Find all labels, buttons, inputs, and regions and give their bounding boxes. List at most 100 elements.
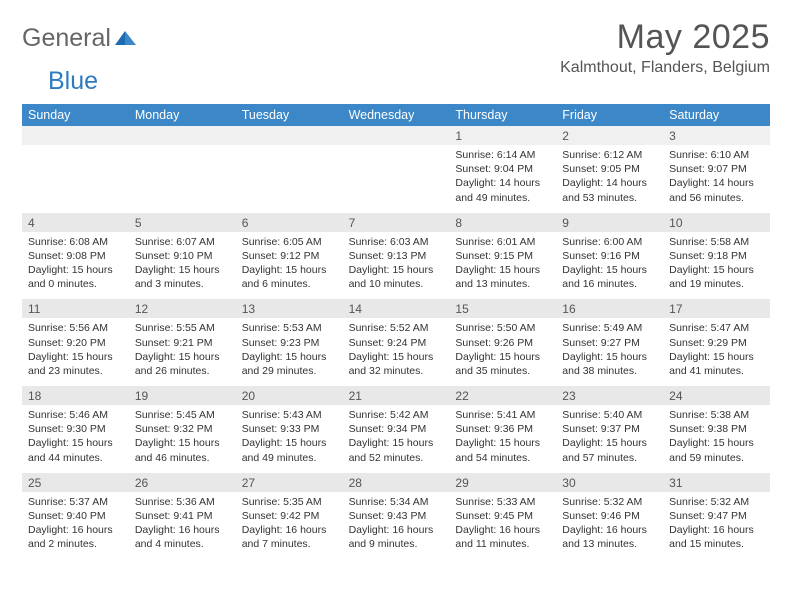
weekday-header: Monday [129,104,236,126]
week-detail-row: Sunrise: 5:37 AMSunset: 9:40 PM Daylight:… [22,492,770,560]
sunset-text: Sunset: 9:10 PM [135,249,230,263]
calendar-grid: Sunday Monday Tuesday Wednesday Thursday… [22,104,770,559]
sunrise-text: Sunrise: 5:37 AM [28,495,123,509]
day-detail: Sunrise: 5:46 AMSunset: 9:30 PMDaylight:… [22,405,129,473]
daylight-text: Daylight: 16 hours and 13 minutes. [562,523,657,551]
daylight-text: Daylight: 15 hours and 3 minutes. [135,263,230,291]
sunrise-text: Sunrise: 6:10 AM [669,148,764,162]
sunset-text: Sunset: 9:16 PM [562,249,657,263]
daylight-text: Daylight: 14 hours and 53 minutes. [562,176,657,204]
sunrise-text: Sunrise: 5:50 AM [455,321,550,335]
sunrise-text: Sunrise: 5:36 AM [135,495,230,509]
sunset-text: Sunset: 9:38 PM [669,422,764,436]
day-number: 22 [449,386,556,405]
sunrise-text: Sunrise: 5:40 AM [562,408,657,422]
day-number: 8 [449,213,556,232]
sunset-text: Sunset: 9:12 PM [242,249,337,263]
week-detail-row: Sunrise: 6:14 AMSunset: 9:04 PMDaylight:… [22,145,770,213]
day-detail: Sunrise: 6:14 AMSunset: 9:04 PMDaylight:… [449,145,556,213]
day-detail: Sunrise: 5:32 AMSunset: 9:47 PMDaylight:… [663,492,770,560]
day-number: 2 [556,126,663,145]
sunset-text: Sunset: 9:40 PM [28,509,123,523]
brand-mark-icon [115,24,137,53]
day-detail: Sunrise: 5:40 AMSunset: 9:37 PMDaylight:… [556,405,663,473]
daylight-text: Daylight: 14 hours and 56 minutes. [669,176,764,204]
sunrise-text: Sunrise: 5:41 AM [455,408,550,422]
daylight-text: Daylight: 16 hours and 11 minutes. [455,523,550,551]
day-detail [129,145,236,213]
day-detail: Sunrise: 6:10 AMSunset: 9:07 PMDaylight:… [663,145,770,213]
day-detail: Sunrise: 5:36 AMSunset: 9:41 PMDaylight:… [129,492,236,560]
day-number: 13 [236,299,343,318]
week-daynum-row: 25262728293031 [22,473,770,492]
day-number [236,126,343,145]
sunset-text: Sunset: 9:04 PM [455,162,550,176]
sunset-text: Sunset: 9:15 PM [455,249,550,263]
daylight-text: Daylight: 15 hours and 29 minutes. [242,350,337,378]
sunset-text: Sunset: 9:08 PM [28,249,123,263]
daylight-text: Daylight: 16 hours and 15 minutes. [669,523,764,551]
week-daynum-row: 18192021222324 [22,386,770,405]
day-number: 4 [22,213,129,232]
sunrise-text: Sunrise: 5:55 AM [135,321,230,335]
day-detail: Sunrise: 6:03 AMSunset: 9:13 PMDaylight:… [343,232,450,300]
week-daynum-row: 45678910 [22,213,770,232]
daylight-text: Daylight: 15 hours and 26 minutes. [135,350,230,378]
day-detail: Sunrise: 6:05 AMSunset: 9:12 PMDaylight:… [236,232,343,300]
sunset-text: Sunset: 9:33 PM [242,422,337,436]
sunrise-text: Sunrise: 6:00 AM [562,235,657,249]
day-number [22,126,129,145]
day-number: 6 [236,213,343,232]
sunset-text: Sunset: 9:41 PM [135,509,230,523]
day-number: 10 [663,213,770,232]
sunset-text: Sunset: 9:29 PM [669,336,764,350]
day-number: 17 [663,299,770,318]
sunset-text: Sunset: 9:45 PM [455,509,550,523]
sunrise-text: Sunrise: 6:08 AM [28,235,123,249]
sunrise-text: Sunrise: 5:52 AM [349,321,444,335]
day-detail: Sunrise: 5:49 AMSunset: 9:27 PMDaylight:… [556,318,663,386]
daylight-text: Daylight: 15 hours and 54 minutes. [455,436,550,464]
week-detail-row: Sunrise: 5:56 AMSunset: 9:20 PM Daylight:… [22,318,770,386]
day-detail: Sunrise: 5:50 AMSunset: 9:26 PMDaylight:… [449,318,556,386]
sunrise-text: Sunrise: 5:56 AM [28,321,123,335]
weekday-header-row: Sunday Monday Tuesday Wednesday Thursday… [22,104,770,126]
day-detail: Sunrise: 5:55 AMSunset: 9:21 PMDaylight:… [129,318,236,386]
brand-part2: Blue [48,67,98,96]
sunset-text: Sunset: 9:24 PM [349,336,444,350]
sunset-text: Sunset: 9:20 PM [28,336,123,350]
title-block: May 2025 Kalmthout, Flanders, Belgium [560,18,770,77]
location-text: Kalmthout, Flanders, Belgium [560,59,770,77]
daylight-text: Daylight: 15 hours and 49 minutes. [242,436,337,464]
day-detail: Sunrise: 5:35 AMSunset: 9:42 PMDaylight:… [236,492,343,560]
day-number: 20 [236,386,343,405]
sunrise-text: Sunrise: 6:14 AM [455,148,550,162]
sunset-text: Sunset: 9:26 PM [455,336,550,350]
sunrise-text: Sunrise: 5:32 AM [562,495,657,509]
daylight-text: Daylight: 15 hours and 0 minutes. [28,263,123,291]
daylight-text: Daylight: 15 hours and 35 minutes. [455,350,550,378]
day-detail: Sunrise: 5:41 AMSunset: 9:36 PMDaylight:… [449,405,556,473]
sunrise-text: Sunrise: 5:33 AM [455,495,550,509]
month-title: May 2025 [560,18,770,57]
day-detail: Sunrise: 5:56 AMSunset: 9:20 PMDaylight:… [22,318,129,386]
daylight-text: Daylight: 15 hours and 13 minutes. [455,263,550,291]
weekday-header: Thursday [449,104,556,126]
daylight-text: Daylight: 15 hours and 59 minutes. [669,436,764,464]
daylight-text: Daylight: 15 hours and 52 minutes. [349,436,444,464]
daylight-text: Daylight: 16 hours and 9 minutes. [349,523,444,551]
day-detail: Sunrise: 6:08 AMSunset: 9:08 PMDaylight:… [22,232,129,300]
day-detail: Sunrise: 5:38 AMSunset: 9:38 PMDaylight:… [663,405,770,473]
day-detail [236,145,343,213]
sunset-text: Sunset: 9:13 PM [349,249,444,263]
daylight-text: Daylight: 14 hours and 49 minutes. [455,176,550,204]
sunset-text: Sunset: 9:07 PM [669,162,764,176]
sunrise-text: Sunrise: 6:12 AM [562,148,657,162]
sunrise-text: Sunrise: 6:01 AM [455,235,550,249]
day-number: 1 [449,126,556,145]
week-detail-row: Sunrise: 6:08 AMSunset: 9:08 PMDaylight:… [22,232,770,300]
sunset-text: Sunset: 9:21 PM [135,336,230,350]
sunset-text: Sunset: 9:27 PM [562,336,657,350]
day-number: 28 [343,473,450,492]
daylight-text: Daylight: 15 hours and 19 minutes. [669,263,764,291]
